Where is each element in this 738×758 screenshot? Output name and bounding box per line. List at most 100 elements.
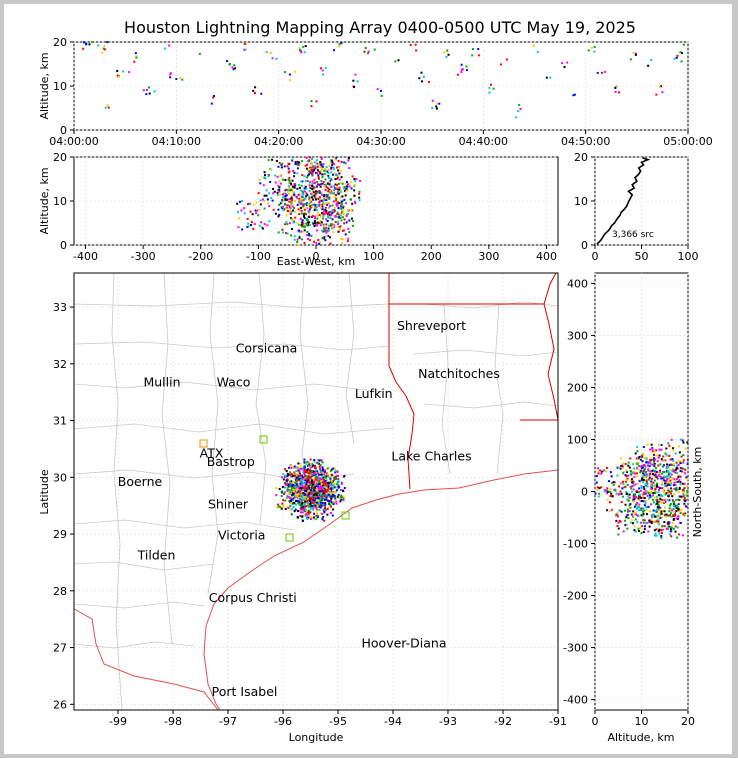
ns-altitude-point	[632, 514, 635, 517]
time-altitude-point	[82, 41, 85, 44]
ns-altitude-point	[609, 495, 612, 498]
ew-altitude-point	[319, 220, 322, 223]
ns-altitude-point	[630, 487, 633, 490]
ns-altitude-point	[679, 509, 682, 512]
ew-altitude-point	[338, 229, 341, 232]
ew-altitude-point	[338, 178, 341, 181]
ns-altitude-point	[674, 468, 677, 471]
map-source-point	[314, 478, 317, 481]
ns-tick-label-y: -300	[563, 642, 588, 655]
ew-altitude-point	[353, 194, 356, 197]
time-altitude-point	[460, 63, 463, 66]
ew-altitude-point	[322, 163, 325, 166]
ew-altitude-point	[291, 169, 294, 172]
map-source-point	[330, 501, 333, 504]
map-source-point	[314, 498, 317, 501]
ns-altitude-point	[638, 495, 641, 498]
ns-altitude-point	[652, 492, 655, 495]
ew-altitude-point	[330, 168, 333, 171]
ns-tick-label-y: 300	[567, 329, 588, 342]
map-source-point	[333, 484, 336, 487]
ns-altitude-point	[653, 489, 656, 492]
ns-altitude-point	[673, 493, 676, 496]
map-source-point	[305, 477, 308, 480]
map-source-point	[294, 483, 297, 486]
ew-altitude-point	[341, 238, 344, 241]
map-source-point	[286, 495, 289, 498]
ew-altitude-point	[325, 195, 328, 198]
map-source-point	[287, 483, 290, 486]
ns-altitude-point	[656, 484, 659, 487]
ew-altitude-point	[311, 182, 314, 185]
ew-altitude-point	[344, 182, 347, 185]
figure-title: Houston Lightning Mapping Array 0400-050…	[124, 18, 636, 37]
map-tick-label-x: -92	[494, 715, 512, 728]
ew-altitude-point	[337, 216, 340, 219]
ew-altitude-point	[306, 160, 309, 163]
ew-altitude-point	[289, 182, 292, 185]
map-source-point	[307, 516, 310, 519]
time-altitude-point	[477, 48, 480, 51]
ns-altitude-point	[641, 464, 644, 467]
ns-altitude-point	[657, 518, 660, 521]
map-source-point	[317, 487, 320, 490]
ew-altitude-point	[285, 221, 288, 224]
ns-altitude-point	[686, 461, 689, 464]
map-source-point	[312, 508, 315, 511]
ew-altitude-point	[317, 239, 320, 242]
ns-altitude-point	[621, 482, 624, 485]
map-source-point	[307, 506, 310, 509]
map-source-point	[318, 467, 321, 470]
ns-altitude-point	[643, 474, 646, 477]
ew-altitude-point	[341, 229, 344, 232]
ns-altitude-point	[628, 493, 631, 496]
map-source-point	[308, 477, 311, 480]
ew-altitude-point	[340, 199, 343, 202]
time-altitude-point	[315, 100, 318, 103]
ns-altitude-point	[632, 488, 635, 491]
map-source-point	[324, 476, 327, 479]
map-source-point	[305, 462, 308, 465]
ns-altitude-point	[669, 479, 672, 482]
map-source-point	[298, 509, 301, 512]
ew-altitude-point	[262, 184, 265, 187]
ns-altitude-point	[684, 468, 687, 471]
map-source-point	[291, 474, 294, 477]
map-source-point	[319, 493, 322, 496]
time-altitude-point	[418, 77, 421, 80]
ew-altitude-point	[330, 166, 333, 169]
ew-altitude-point	[316, 165, 319, 168]
ns-altitude-point	[651, 520, 654, 523]
map-source-point	[304, 505, 307, 508]
ns-altitude-point	[670, 527, 673, 530]
ns-altitude-point	[640, 514, 643, 517]
map-source-point	[309, 489, 312, 492]
map-source-point	[302, 508, 305, 511]
ns-altitude-point	[611, 481, 614, 484]
ns-altitude-point	[677, 445, 680, 448]
ew-altitude-point	[307, 168, 310, 171]
ew-altitude-point	[323, 198, 326, 201]
ew-altitude-point	[347, 183, 350, 186]
ns-altitude-point	[669, 487, 672, 490]
ew-altitude-point	[290, 196, 293, 199]
map-source-point	[292, 486, 295, 489]
ns-altitude-point	[635, 467, 638, 470]
map-source-point	[329, 469, 332, 472]
map-source-point	[323, 511, 326, 514]
ns-altitude-point	[603, 490, 606, 493]
ew-altitude-point	[311, 215, 314, 218]
ns-altitude-point	[660, 534, 663, 537]
ew-altitude-point	[338, 227, 341, 230]
ew-altitude-point	[347, 227, 350, 230]
ns-altitude-point	[610, 475, 613, 478]
lma-figure: Houston Lightning Mapping Array 0400-050…	[38, 18, 713, 744]
ew-altitude-point	[308, 202, 311, 205]
ew-altitude-point	[328, 192, 331, 195]
ew-altitude-point	[305, 176, 308, 179]
ns-altitude-point	[602, 469, 605, 472]
ew-altitude-point	[243, 207, 246, 210]
ns-altitude-point	[680, 495, 683, 498]
map-label-atx: ATX	[200, 445, 224, 460]
